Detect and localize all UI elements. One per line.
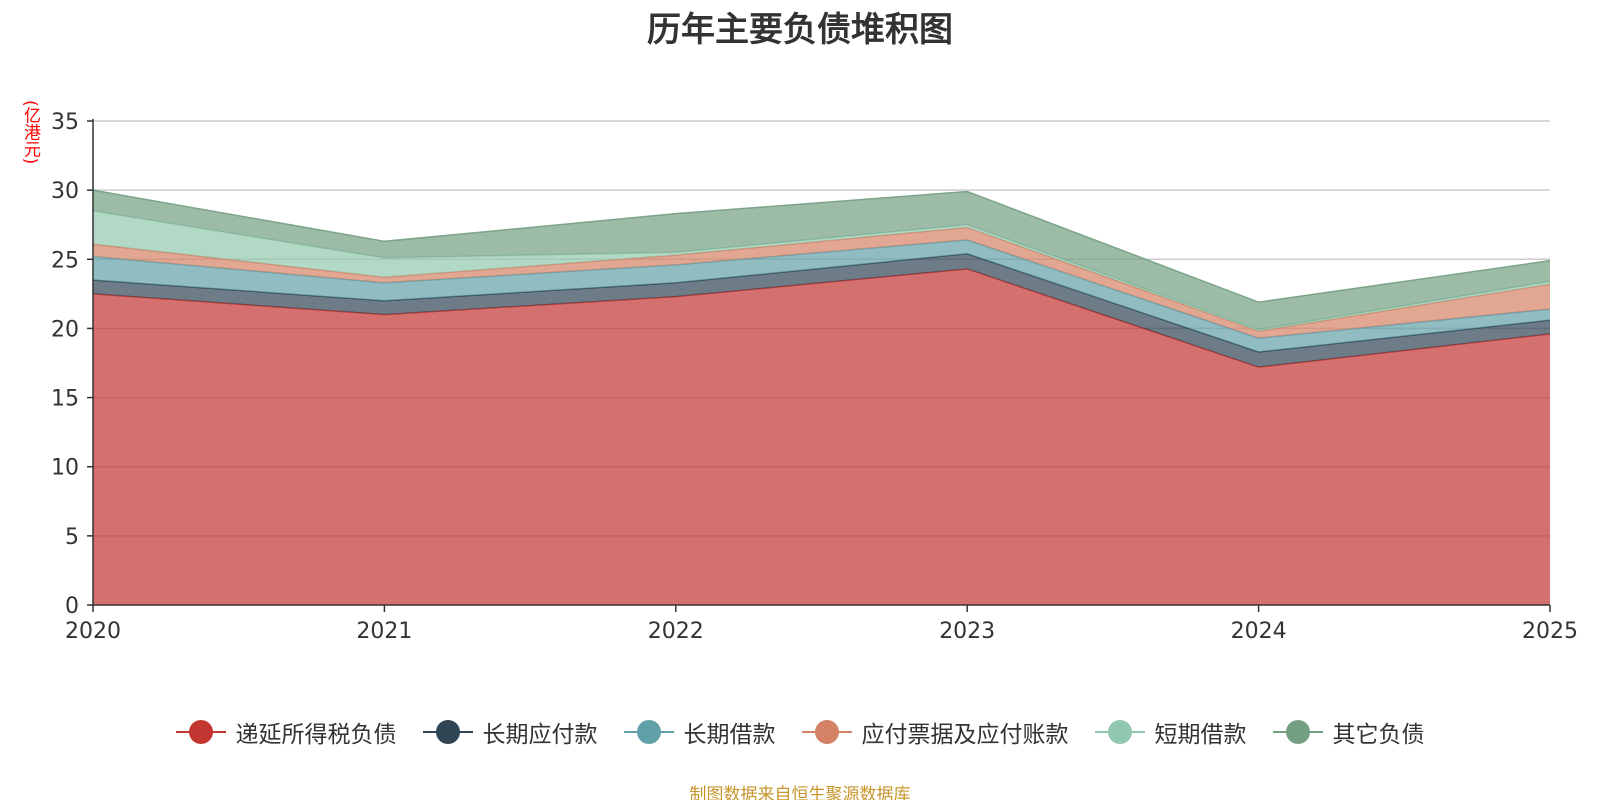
y-tick-label: 20 [51,317,79,342]
legend: 递延所得税负债 长期应付款 长期借款 应付票据及应付账款 短期借款 其它负债 [0,715,1600,749]
legend-item-5[interactable]: 其它负债 [1272,715,1425,749]
area-series-2 [93,239,1550,352]
legend-marker-icon [1272,720,1323,744]
legend-marker-icon [422,720,473,744]
x-tick-label: 2020 [65,619,121,644]
legend-label: 长期借款 [683,722,776,748]
legend-marker-icon [175,720,226,744]
legend-label: 其它负债 [1332,722,1425,748]
area-series-4 [93,210,1550,332]
legend-item-4[interactable]: 短期借款 [1094,715,1247,749]
x-tick-label: 2021 [356,619,412,644]
legend-item-2[interactable]: 长期借款 [623,715,776,749]
chart-title: 历年主要负债堆积图 [647,10,953,50]
legend-label: 递延所得税负债 [235,722,397,748]
y-axis-unit-label: (亿港元) [20,100,40,165]
y-tick-label: 15 [51,387,79,412]
y-tick-label: 30 [51,179,79,204]
x-tick-label: 2024 [1231,619,1287,644]
series-line-5 [92,189,1551,303]
area-series [92,189,1551,605]
x-tick-label: 2022 [648,619,704,644]
legend-label: 长期应付款 [482,722,598,748]
source-note: 制图数据来自恒生聚源数据库 [689,785,911,800]
area-series-3 [93,227,1550,339]
area-series-0 [93,268,1550,605]
legend-item-1[interactable]: 长期应付款 [422,715,598,749]
y-tick-label: 10 [51,456,79,481]
x-tick-label: 2023 [939,619,995,644]
y-tick-label: 0 [65,594,79,619]
area-series-1 [93,253,1550,368]
legend-marker-icon [623,720,674,744]
legend-item-0[interactable]: 递延所得税负债 [175,715,397,749]
legend-label: 短期借款 [1154,722,1247,748]
y-tick-label: 25 [51,248,79,273]
y-tick-label: 5 [65,525,79,550]
legend-marker-icon [801,720,852,744]
area-series-5 [93,190,1550,330]
legend-item-3[interactable]: 应付票据及应付账款 [801,715,1069,749]
legend-marker-icon [1094,720,1145,744]
x-tick-label: 2025 [1522,619,1578,644]
y-tick-label: 35 [51,110,79,135]
legend-label: 应付票据及应付账款 [861,722,1069,748]
